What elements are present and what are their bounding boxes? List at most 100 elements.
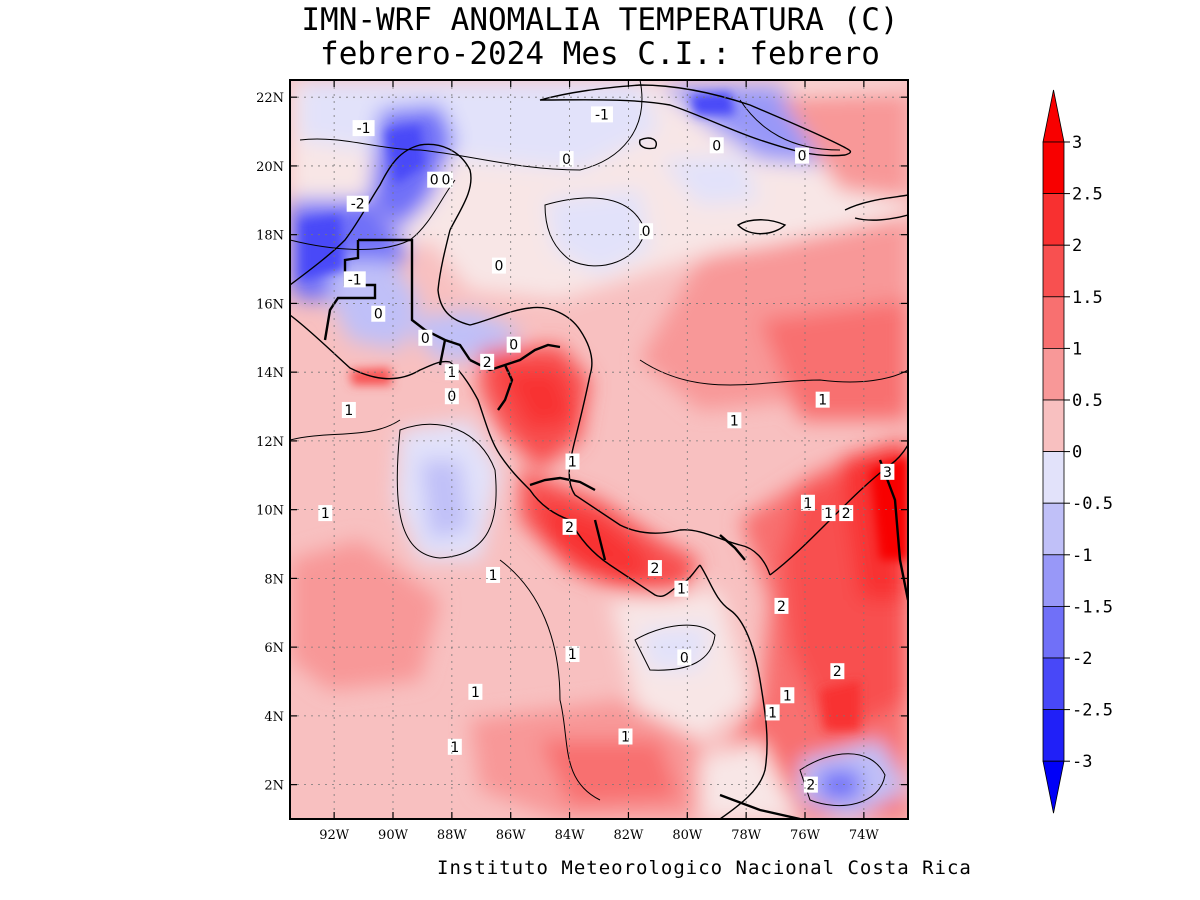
contour-label-bg bbox=[674, 580, 689, 597]
colorbar-segment bbox=[1042, 606, 1065, 659]
contour-label: 2 bbox=[842, 506, 851, 522]
contour-label: 1 bbox=[824, 506, 833, 522]
country-borders bbox=[323, 238, 908, 819]
contour-label: 2 bbox=[833, 664, 842, 680]
plot-frame bbox=[289, 79, 909, 820]
contour-label: 0 bbox=[712, 138, 721, 154]
colorbar-segment bbox=[1042, 193, 1065, 246]
colorbar-label: 2.5 bbox=[1072, 185, 1103, 205]
axis-ticks: 92W 90W 88W 86W 84W 82W 80W 78W 76W 74W2N4N6N8N10… bbox=[256, 80, 908, 843]
contour-label-bg bbox=[480, 353, 495, 370]
contour-label: 1 bbox=[344, 403, 353, 419]
x-tick-label: 74W bbox=[849, 828, 880, 843]
anomaly-field-regions bbox=[290, 80, 908, 819]
contour-label-bg bbox=[562, 518, 577, 535]
colorbar-label: 0.5 bbox=[1072, 391, 1103, 411]
contour-label: 1 bbox=[447, 365, 456, 381]
contour-label-bg bbox=[343, 271, 366, 288]
colorbar-over-arrow bbox=[1042, 89, 1065, 143]
contour-label-bg bbox=[346, 195, 369, 212]
contour-label: 0 bbox=[421, 331, 430, 347]
colorbar-segment bbox=[1042, 709, 1065, 762]
colorbar-segment bbox=[1042, 244, 1065, 298]
colorbar-segment bbox=[1042, 399, 1065, 452]
colorbar-segment bbox=[1042, 347, 1065, 401]
contour-label-bg bbox=[839, 505, 854, 522]
contour-label: 2 bbox=[483, 355, 492, 371]
contour-label-bg bbox=[468, 683, 483, 700]
x-tick-label: 82W bbox=[613, 828, 644, 843]
colorbar-under-arrow bbox=[1042, 760, 1065, 814]
colorbar-segment bbox=[1042, 451, 1065, 504]
credit-text: Instituto Meteorologico Nacional Costa R… bbox=[437, 857, 972, 879]
contour-label-bg bbox=[427, 171, 442, 188]
contour-label: -1 bbox=[348, 272, 362, 288]
colorbar-label: 0 bbox=[1072, 443, 1082, 463]
contour-label-bg bbox=[677, 649, 692, 666]
y-tick-label: 14N bbox=[256, 366, 284, 381]
contour-label: 0 bbox=[562, 152, 571, 168]
contour-label: 0 bbox=[374, 307, 383, 323]
contour-label: 1 bbox=[730, 413, 739, 429]
y-tick-label: 2N bbox=[264, 779, 284, 794]
contour-label: 0 bbox=[680, 650, 689, 666]
colorbar-label: -1.5 bbox=[1072, 597, 1113, 617]
coastlines bbox=[290, 84, 908, 819]
contour-label: 1 bbox=[450, 740, 459, 756]
contour-label-bg bbox=[506, 336, 521, 353]
x-tick-label: 88W bbox=[437, 828, 468, 843]
x-tick-label: 78W bbox=[731, 828, 762, 843]
contour-label-bg bbox=[647, 560, 662, 577]
contour-label-bg bbox=[565, 646, 580, 663]
contour-label-bg bbox=[341, 401, 356, 418]
contour-label-bg bbox=[815, 391, 830, 408]
contour-label-bg bbox=[559, 151, 574, 168]
colorbar-segment bbox=[1042, 502, 1065, 556]
colorbar-segment bbox=[1042, 554, 1065, 607]
contour-label: -2 bbox=[351, 197, 365, 213]
contour-lines bbox=[290, 80, 908, 806]
graticule bbox=[290, 80, 908, 819]
colorbar-label: -2.5 bbox=[1072, 701, 1113, 721]
contour-label: 0 bbox=[798, 149, 807, 165]
contour-label: 2 bbox=[565, 520, 574, 536]
contour-label: 0 bbox=[494, 259, 503, 275]
colorbar-segment bbox=[1042, 657, 1065, 710]
contour-label: 1 bbox=[568, 455, 577, 471]
contour-label-bg bbox=[371, 305, 386, 322]
contour-label: 1 bbox=[803, 496, 812, 512]
contour-label-bg bbox=[774, 597, 789, 614]
y-tick-label: 8N bbox=[264, 572, 284, 587]
contour-label-bg bbox=[765, 704, 780, 721]
contour-label: -1 bbox=[357, 121, 371, 137]
contour-label: 1 bbox=[768, 705, 777, 721]
contour-label: 1 bbox=[568, 647, 577, 663]
y-tick-label: 16N bbox=[256, 297, 284, 312]
contour-label-bg bbox=[352, 120, 375, 137]
contour-label: 1 bbox=[783, 688, 792, 704]
contour-label: 2 bbox=[650, 561, 659, 577]
colorbar-label: -2 bbox=[1072, 649, 1092, 669]
contour-label: 3 bbox=[883, 465, 892, 481]
contour-label-bg bbox=[491, 257, 506, 274]
y-tick-label: 12N bbox=[256, 435, 284, 450]
contour-label: 1 bbox=[321, 506, 330, 522]
contour-label-bg bbox=[880, 463, 895, 480]
x-tick-label: 86W bbox=[496, 828, 527, 843]
contour-label: 2 bbox=[806, 778, 815, 794]
colorbar-segment bbox=[1042, 141, 1065, 194]
x-tick-label: 80W bbox=[672, 828, 703, 843]
contour-label: 1 bbox=[489, 568, 498, 584]
contour-label: 0 bbox=[447, 389, 456, 405]
y-tick-label: 22N bbox=[256, 91, 284, 106]
colorbar-segment bbox=[1042, 296, 1065, 349]
colorbar-label: 3 bbox=[1072, 133, 1082, 153]
contour-label-bg bbox=[486, 566, 501, 583]
colorbar-label: 2 bbox=[1072, 236, 1082, 256]
map-title-line1: IMN-WRF ANOMALIA TEMPERATURA (C) bbox=[301, 2, 899, 38]
contour-label-bg bbox=[727, 412, 742, 429]
contour-label-bg bbox=[438, 171, 453, 188]
